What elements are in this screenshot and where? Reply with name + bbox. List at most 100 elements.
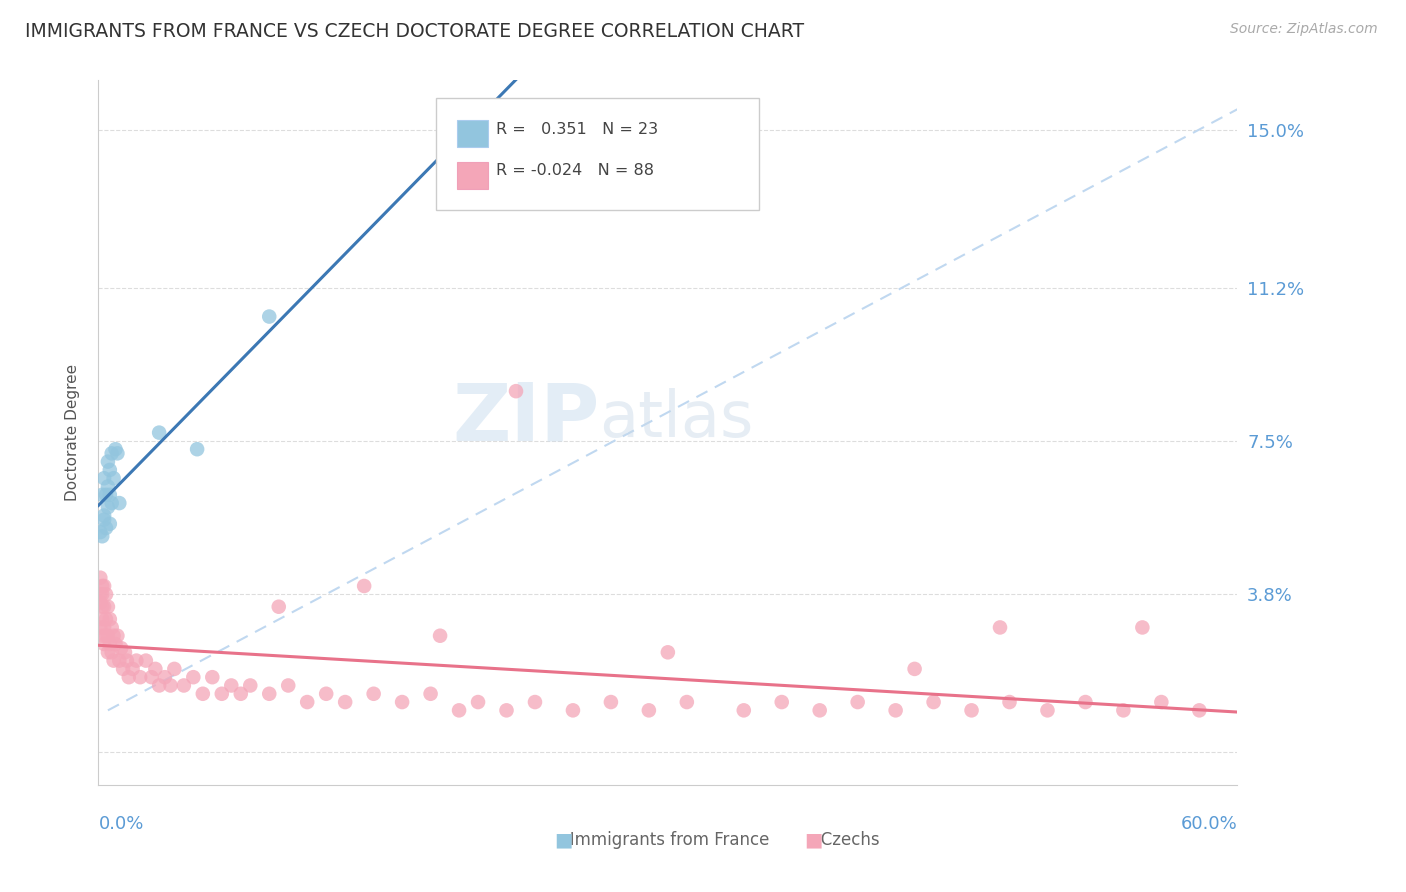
Point	[129, 670, 152, 684]
Point	[808, 703, 831, 717]
Point	[1188, 703, 1211, 717]
Point	[904, 662, 927, 676]
Point	[93, 471, 115, 485]
Point	[104, 637, 127, 651]
Point	[91, 529, 114, 543]
Point	[91, 488, 114, 502]
Point	[91, 629, 114, 643]
Point	[267, 599, 290, 614]
Point	[94, 612, 117, 626]
Point	[363, 687, 385, 701]
Point	[93, 508, 115, 523]
Point	[103, 654, 125, 668]
Point	[93, 637, 115, 651]
Point	[183, 670, 205, 684]
Point	[91, 612, 114, 626]
Point	[107, 629, 129, 643]
Point	[98, 516, 121, 531]
Point	[104, 442, 127, 457]
Point	[98, 612, 121, 626]
Point	[239, 678, 262, 692]
Point	[495, 703, 517, 717]
Point	[97, 629, 120, 643]
Point	[449, 703, 471, 717]
Point	[988, 620, 1011, 634]
Point	[100, 645, 122, 659]
Point	[297, 695, 319, 709]
Point	[107, 446, 129, 460]
Point	[97, 455, 120, 469]
Point	[1150, 695, 1173, 709]
Point	[391, 695, 413, 709]
Point	[97, 500, 120, 515]
Point	[922, 695, 945, 709]
Point	[97, 599, 120, 614]
Text: R =   0.351   N = 23: R = 0.351 N = 23	[496, 122, 658, 137]
Point	[121, 662, 143, 676]
Point	[93, 579, 115, 593]
Point	[429, 629, 451, 643]
Point	[97, 645, 120, 659]
Point	[89, 525, 111, 540]
Point	[91, 599, 114, 614]
Point	[960, 703, 983, 717]
Point	[135, 654, 157, 668]
Point	[91, 587, 114, 601]
Text: ■: ■	[554, 830, 572, 850]
Point	[97, 479, 120, 493]
Point	[98, 637, 121, 651]
Point	[100, 496, 122, 510]
Point	[153, 670, 176, 684]
Point	[100, 446, 122, 460]
Point	[173, 678, 195, 692]
Point	[638, 703, 661, 717]
Point	[114, 645, 136, 659]
Text: 60.0%: 60.0%	[1181, 814, 1237, 832]
Point	[353, 579, 375, 593]
Point	[91, 579, 114, 593]
Point	[163, 662, 186, 676]
Point	[562, 703, 585, 717]
Point	[191, 687, 214, 701]
Point	[1036, 703, 1059, 717]
Point	[1074, 695, 1097, 709]
Point	[89, 596, 111, 610]
Point	[770, 695, 793, 709]
Text: ZIP: ZIP	[453, 379, 599, 458]
Y-axis label: Doctorate Degree: Doctorate Degree	[65, 364, 80, 501]
Point	[600, 695, 623, 709]
Point	[93, 599, 115, 614]
Point	[259, 310, 281, 324]
Point	[112, 662, 135, 676]
Point	[141, 670, 163, 684]
Point	[259, 687, 281, 701]
Text: Czechs: Czechs	[804, 830, 879, 849]
Point	[89, 587, 111, 601]
Text: Source: ZipAtlas.com: Source: ZipAtlas.com	[1230, 22, 1378, 37]
Point	[94, 488, 117, 502]
Point	[315, 687, 337, 701]
Point	[89, 571, 111, 585]
Point	[98, 463, 121, 477]
Point	[93, 513, 115, 527]
Text: Immigrants from France: Immigrants from France	[554, 830, 769, 849]
Point	[884, 703, 907, 717]
Point	[148, 678, 170, 692]
Point	[277, 678, 299, 692]
Point	[108, 496, 131, 510]
Point	[846, 695, 869, 709]
Point	[998, 695, 1021, 709]
Text: IMMIGRANTS FROM FRANCE VS CZECH DOCTORATE DEGREE CORRELATION CHART: IMMIGRANTS FROM FRANCE VS CZECH DOCTORAT…	[25, 22, 804, 41]
Point	[657, 645, 679, 659]
Point	[221, 678, 243, 692]
Text: atlas: atlas	[599, 387, 754, 450]
Point	[335, 695, 357, 709]
Point	[94, 521, 117, 535]
Point	[186, 442, 208, 457]
Point	[118, 670, 141, 684]
Point	[524, 695, 547, 709]
Point	[676, 695, 699, 709]
Point	[108, 654, 131, 668]
Point	[229, 687, 252, 701]
Text: R = -0.024   N = 88: R = -0.024 N = 88	[496, 163, 654, 178]
